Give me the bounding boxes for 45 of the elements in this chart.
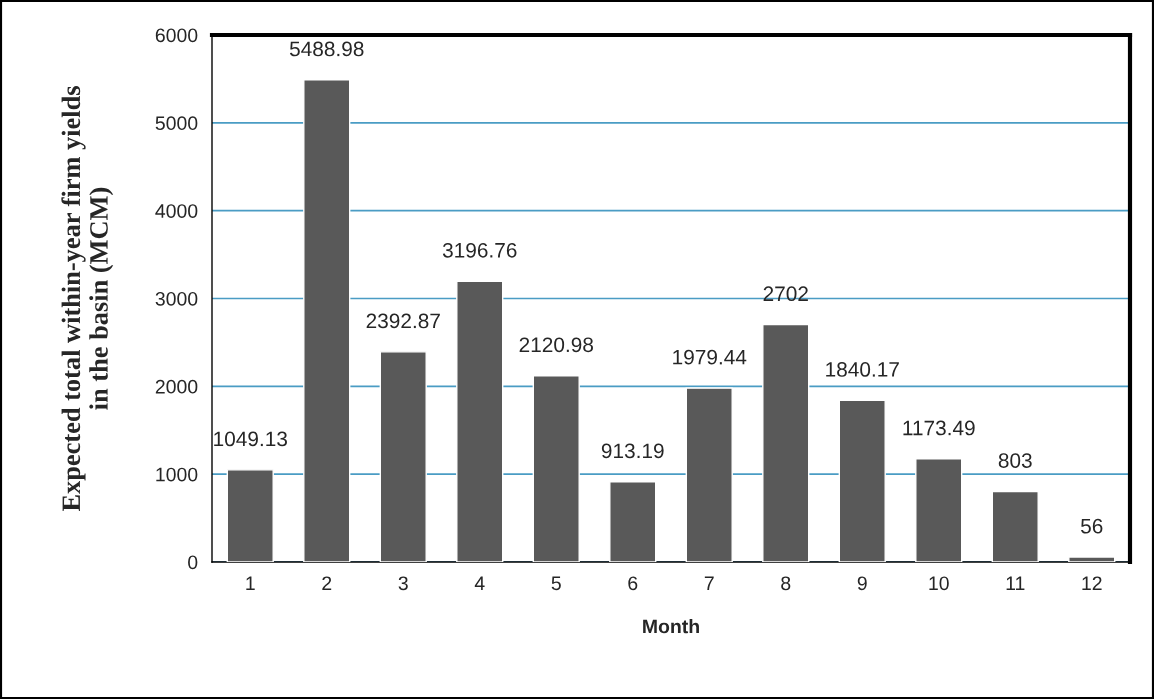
data-label: 1979.44 [673,349,747,365]
bar [226,469,274,562]
data-label: 56 [1081,518,1103,534]
y-tick-label: 3000 [155,291,198,306]
x-tick-label: 2 [322,576,332,590]
data-label: 803 [998,453,1032,468]
y-tick-label: 6000 [155,28,198,43]
data-label: 2392.87 [366,313,440,329]
x-tick-label: 6 [628,576,638,591]
bar [838,399,886,562]
x-tick-label: 4 [474,576,485,590]
bar [915,458,963,562]
data-label: 2120.98 [519,337,593,353]
bar [379,351,427,562]
y-tick-label: 1000 [156,467,198,482]
x-tick-label: 10 [929,576,949,591]
x-tick-label: 11 [1006,576,1025,590]
data-label: 1049.13 [214,431,287,447]
y-axis-title: Expected total within-year firm yields in the basin (MCM) [61,86,114,512]
data-label: 1173.49 [903,420,975,436]
data-label: 913.19 [601,443,664,459]
x-tick-label: 1 [246,576,255,590]
x-tick-label: 3 [398,576,408,591]
x-tick-label: 7 [704,576,714,590]
data-label: 1840.17 [826,362,899,377]
bar [456,280,504,562]
y-tick-label: 5000 [155,116,198,131]
bar [609,481,657,562]
data-label: 3196.76 [442,242,517,258]
x-axis-title: Month [643,619,699,634]
bar [303,79,351,562]
data-label: 5488.98 [289,41,364,57]
x-tick-label: 8 [781,576,791,591]
x-tick-label: 5 [551,576,561,591]
y-tick-label: 0 [188,555,198,570]
bar [991,490,1039,562]
y-tick-label: 4000 [155,204,198,218]
bar [762,323,810,562]
bar [532,375,580,562]
x-tick-label: 12 [1082,576,1102,590]
y-tick-label: 2000 [155,379,198,394]
bar [1068,556,1116,562]
data-label: 2702 [763,286,808,302]
bar [685,387,733,562]
x-tick-label: 9 [857,576,867,591]
